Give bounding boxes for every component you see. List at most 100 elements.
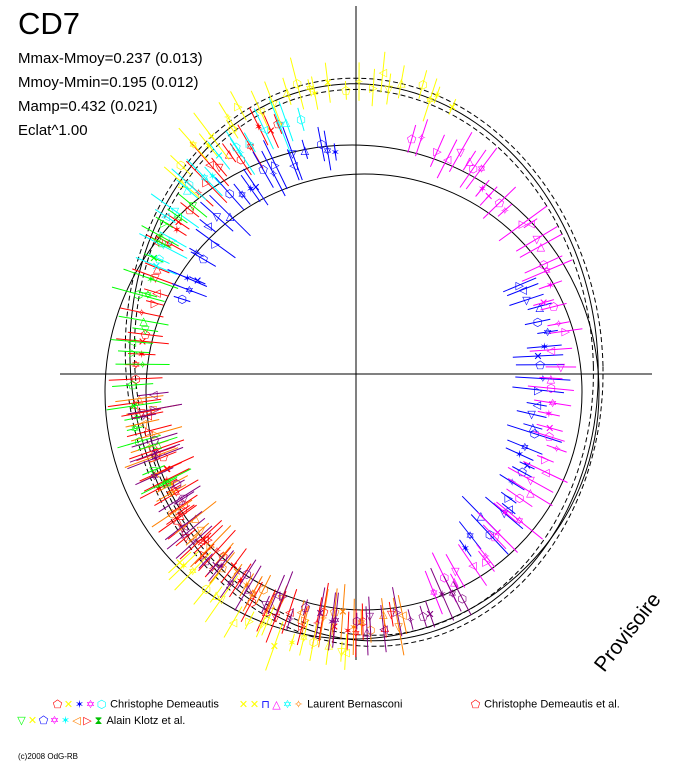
data-point: ▷: [152, 428, 161, 441]
data-point: ▷: [482, 555, 491, 568]
error-bar: [548, 328, 583, 334]
data-point: ▽: [272, 611, 281, 624]
error-bar: [178, 127, 208, 161]
error-bar: [167, 208, 188, 224]
legend-label: Alain Klotz et al.: [106, 714, 186, 727]
data-point: ◁: [152, 287, 161, 300]
data-point: ▷: [160, 216, 169, 229]
error-bar: [242, 575, 263, 612]
data-point: ◁: [341, 646, 350, 659]
data-point: ▽: [527, 408, 536, 421]
data-point: ✧: [192, 246, 201, 259]
error-bar: [422, 78, 438, 122]
error-bar: [263, 140, 288, 190]
error-bar: [368, 596, 372, 636]
data-point: ▽: [149, 404, 158, 417]
data-point: ✕: [266, 124, 275, 137]
error-bar: [154, 479, 199, 507]
bracket-icon: ⊓: [261, 699, 270, 711]
data-point: ✡: [548, 397, 557, 410]
error-bar: [132, 411, 164, 419]
error-bar: [507, 439, 543, 455]
error-bar: [204, 166, 222, 186]
error-bar: [478, 550, 495, 572]
error-bar: [132, 268, 179, 287]
data-point: ✕: [493, 526, 502, 539]
data-point: ✕: [316, 607, 325, 620]
error-bar: [143, 253, 164, 263]
error-bar: [218, 102, 238, 132]
error-bar: [152, 461, 182, 476]
data-point: ⬠: [151, 448, 161, 461]
error-bar: [166, 484, 181, 494]
data-point: ✶: [437, 588, 446, 601]
data-point: ✡: [131, 359, 140, 372]
pentagon-icon: ⬠: [38, 715, 49, 727]
error-bar: [131, 432, 178, 448]
error-bar: [539, 376, 563, 380]
data-point: △: [363, 625, 372, 638]
error-bar: [523, 423, 543, 430]
data-point: ✡: [237, 188, 246, 201]
error-bar: [156, 475, 189, 493]
error-bar: [286, 149, 300, 181]
data-point: ✕: [175, 556, 184, 569]
data-point: ✶: [204, 139, 213, 152]
data-point: △: [282, 115, 291, 128]
error-bar: [424, 570, 443, 615]
error-bar: [255, 574, 272, 605]
data-point: △: [379, 607, 388, 620]
data-point: ✧: [554, 318, 563, 331]
data-point: ▽: [456, 146, 465, 159]
data-point: ✶: [179, 560, 188, 573]
data-point: ⬡: [292, 78, 302, 91]
data-point: ✡: [165, 237, 174, 250]
data-point: ✶: [254, 120, 263, 133]
error-bar: [129, 443, 181, 463]
hexagram-icon: ✡: [282, 699, 293, 711]
error-bar: [498, 205, 547, 242]
data-point: ✶: [478, 182, 487, 195]
data-point: ◁: [541, 466, 550, 479]
data-point: ⬡: [131, 373, 141, 386]
data-point: ✕: [523, 460, 532, 473]
error-bar: [503, 277, 537, 293]
data-point: △: [244, 582, 253, 595]
error-bar: [178, 193, 208, 218]
error-bar: [328, 592, 336, 651]
data-point: ◁: [547, 344, 556, 357]
data-point: ✡: [425, 94, 434, 107]
data-point: ✶: [172, 224, 181, 237]
error-bar: [126, 426, 144, 431]
error-bar: [526, 402, 547, 407]
error-bar: [311, 76, 319, 110]
data-point: ✡: [520, 441, 529, 454]
data-point: ⬠: [217, 562, 227, 575]
data-point: ◁: [162, 475, 171, 488]
error-bar: [250, 90, 270, 131]
data-point: ✧: [319, 612, 328, 625]
data-point: ✶: [246, 183, 255, 196]
data-point: △: [547, 372, 556, 385]
error-bar: [482, 186, 517, 219]
data-point: ✶: [242, 579, 251, 592]
error-bar: [429, 134, 445, 168]
data-point: ⬠: [147, 452, 157, 465]
error-bar: [169, 479, 185, 489]
error-bar: [392, 587, 403, 637]
error-bar: [143, 468, 190, 492]
data-point: ✧: [212, 545, 221, 558]
error-bar: [167, 214, 190, 230]
data-point: ▷: [200, 548, 209, 561]
error-bar: [515, 226, 558, 252]
data-point: ✧: [507, 476, 516, 489]
error-bar: [164, 511, 203, 541]
error-bar: [267, 574, 285, 615]
data-point: ▽: [151, 272, 160, 285]
error-bar: [392, 597, 405, 656]
star-icon: ✶: [74, 699, 85, 711]
data-point: ⬡: [530, 428, 540, 441]
error-bar: [166, 223, 187, 237]
legend-label: Christophe Demeautis: [110, 698, 219, 711]
data-point: ✶: [461, 542, 470, 555]
